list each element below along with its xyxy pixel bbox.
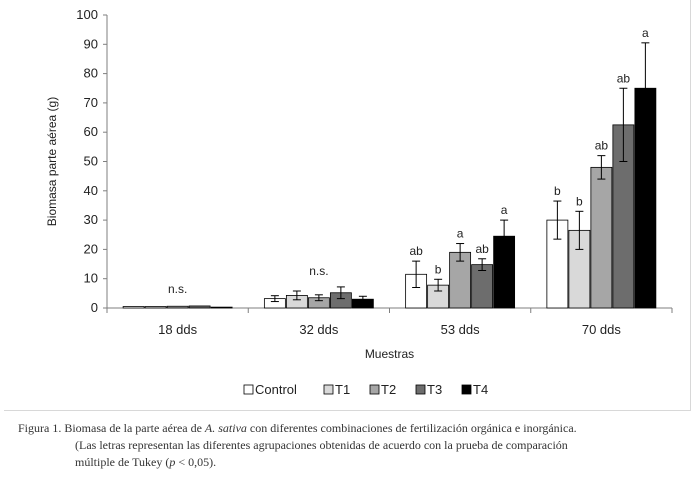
caption-line-1: Figura 1. Biomasa de la parte aérea de A… bbox=[18, 420, 690, 437]
x-category-label: 53 dds bbox=[441, 322, 481, 337]
bar-t2 bbox=[590, 166, 613, 309]
y-axis-title: Biomasa parte aérea (g) bbox=[45, 97, 59, 226]
y-tick-label: 30 bbox=[84, 212, 98, 227]
legend-label: T1 bbox=[335, 382, 350, 397]
legend-label: T4 bbox=[473, 382, 488, 397]
bar-t2 bbox=[166, 305, 189, 309]
significance-label: a bbox=[457, 227, 464, 241]
significance-label: a bbox=[501, 203, 508, 217]
significance-label: ab bbox=[595, 139, 609, 153]
y-tick-label: 10 bbox=[84, 271, 98, 286]
y-tick-label: 50 bbox=[84, 154, 98, 169]
bar-t3 bbox=[471, 264, 494, 309]
caption-prefix: Figura 1. Biomasa de la parte aérea de bbox=[18, 421, 205, 435]
y-tick-label: 80 bbox=[84, 66, 98, 81]
significance-label: b bbox=[435, 262, 442, 276]
caption-p-symbol: p bbox=[169, 455, 176, 469]
y-tick-label: 90 bbox=[84, 36, 98, 51]
x-category-label: 18 dds bbox=[158, 322, 198, 337]
significance-label: b bbox=[554, 184, 561, 198]
significance-label: b bbox=[576, 194, 583, 208]
x-category-label: 70 dds bbox=[582, 322, 622, 337]
legend-swatch-t1 bbox=[323, 384, 334, 395]
caption-line-3: múltiple de Tukey (p < 0,05). bbox=[18, 454, 690, 471]
y-tick-label: 40 bbox=[84, 183, 98, 198]
chart-panel: 0 10 20 30 40 50 60 70 80 90 100 18 dds 32 dds 53 dds… bbox=[4, 0, 691, 411]
bar-t1 bbox=[144, 306, 167, 309]
x-category-label: 32 dds bbox=[299, 322, 339, 337]
bar-t3 bbox=[188, 305, 211, 309]
x-axis-title: Muestras bbox=[365, 347, 414, 361]
legend-swatch-t4 bbox=[461, 384, 472, 395]
legend-label: T3 bbox=[427, 382, 442, 397]
group-significance-label: n.s. bbox=[309, 264, 328, 278]
significance-label: ab bbox=[617, 71, 631, 85]
y-tick-label: 0 bbox=[91, 300, 98, 315]
significance-label: ab bbox=[409, 244, 423, 258]
caption-species: A. sativa bbox=[204, 421, 247, 435]
bar-chart: 0 10 20 30 40 50 60 70 80 90 100 18 dds 32 dds 53 dds… bbox=[45, 7, 673, 397]
caption-line-3a: múltiple de Tukey ( bbox=[75, 455, 170, 469]
legend-swatch-t2 bbox=[369, 384, 380, 395]
legend-label: T2 bbox=[381, 382, 396, 397]
y-tick-label: 60 bbox=[84, 124, 98, 139]
caption-line-2: (Las letras representan las diferentes a… bbox=[75, 438, 568, 452]
significance-label: ab bbox=[475, 242, 489, 256]
caption-line-3b: < 0,05). bbox=[175, 455, 217, 469]
legend-swatch-t3 bbox=[415, 384, 426, 395]
legend-swatch-control bbox=[243, 384, 254, 395]
legend-label: Control bbox=[255, 382, 297, 397]
y-tick-label: 20 bbox=[84, 241, 98, 256]
y-tick-label: 100 bbox=[76, 7, 98, 22]
bar-t4 bbox=[210, 306, 233, 309]
figure-caption: Figura 1. Biomasa de la parte aérea de A… bbox=[18, 420, 690, 471]
y-tick-label: 70 bbox=[84, 95, 98, 110]
bar-control bbox=[122, 306, 145, 309]
group-significance-label: n.s. bbox=[168, 282, 187, 296]
caption-text-1: con diferentes combinaciones de fertiliz… bbox=[246, 421, 577, 435]
significance-label: a bbox=[642, 26, 649, 40]
